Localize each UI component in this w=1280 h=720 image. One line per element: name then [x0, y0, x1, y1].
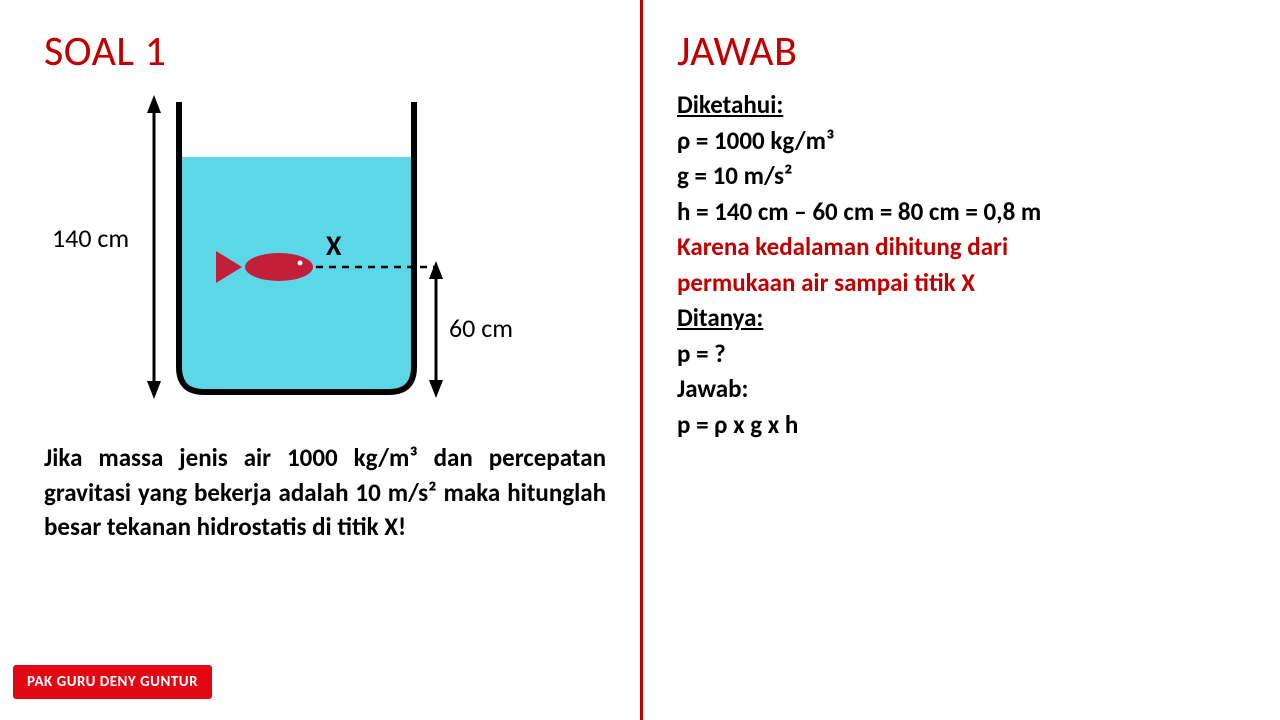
formula: p = ρ x g x h [677, 407, 1240, 443]
label-140cm: 140 cm [52, 222, 129, 254]
answer-title: JAWAB [677, 26, 1240, 77]
asked-value: p = ? [677, 336, 1240, 372]
right-panel: JAWAB Diketahui: ρ = 1000 kg/m³ g = 10 m… [640, 0, 1280, 720]
label-60cm: 60 cm [449, 312, 513, 344]
known-label: Diketahui: [677, 87, 1240, 123]
note-line-2: permukaan air sampai titik X [677, 265, 1240, 301]
asked-label: Ditanya: [677, 300, 1240, 336]
left-panel: SOAL 1 140 cm 60 cm [0, 0, 640, 720]
note-line-1: Karena kedalaman dihitung dari [677, 229, 1240, 265]
known-g: g = 10 m/s² [677, 158, 1240, 194]
author-badge: PAK GURU DENY GUNTUR [12, 664, 213, 700]
answer-label: Jawab: [677, 371, 1240, 407]
tank-diagram: 140 cm 60 cm X [44, 87, 524, 427]
known-h: h = 140 cm – 60 cm = 80 cm = 0,8 m [677, 194, 1240, 230]
known-rho: ρ = 1000 kg/m³ [677, 123, 1240, 159]
question-text: Jika massa jenis air 1000 kg/m³ dan perc… [44, 441, 606, 545]
question-title: SOAL 1 [44, 26, 606, 77]
marker-x: X [326, 228, 342, 263]
